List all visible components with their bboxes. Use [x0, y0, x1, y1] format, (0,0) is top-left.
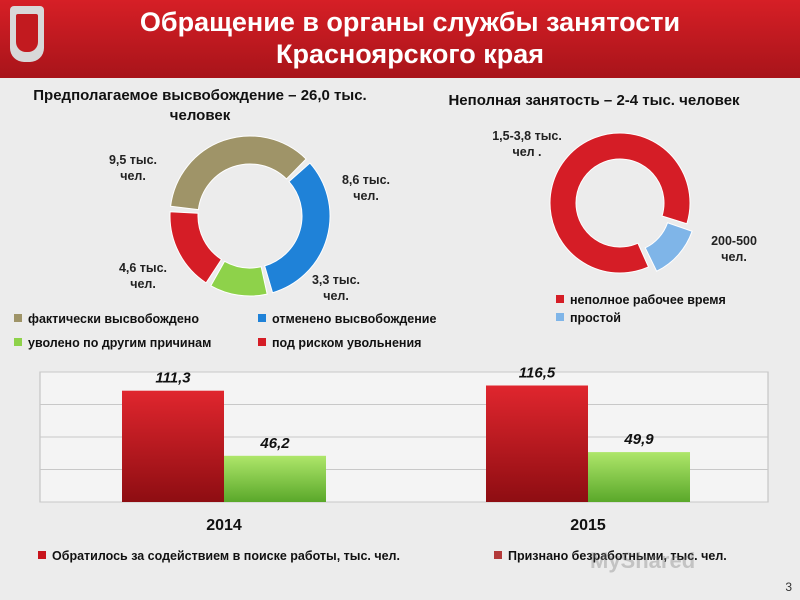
legend-label: неполное рабочее время [570, 293, 726, 307]
donut-slice-3 [169, 211, 223, 284]
watermark: MyShared [590, 548, 696, 573]
legend-item: фактически высвобождено [14, 312, 199, 326]
legend-label: отменено высвобождение [272, 312, 437, 326]
legend-label: Обратилось за содействием в поиске работ… [52, 549, 400, 563]
donut-slice-1 [264, 162, 331, 294]
category-label: 2014 [206, 517, 242, 534]
bar-value-label: 116,5 [519, 365, 556, 382]
title-line-2: Красноярского края [275, 39, 545, 69]
bar-value-label: 46,2 [259, 435, 290, 452]
legend-label: простой [570, 311, 621, 325]
donut1-label-green: 3,3 тыс. чел. [311, 273, 361, 303]
legend-swatch [14, 338, 22, 346]
bar-value-label: 111,3 [155, 370, 191, 387]
legend-item: неполное рабочее время [556, 293, 726, 307]
legend-swatch [556, 295, 564, 303]
legend-item: под риском увольнения [258, 336, 421, 350]
page-number: 3 [785, 580, 792, 594]
coat-of-arms-icon [10, 6, 44, 62]
header-banner: Обращение в органы службы занятости Крас… [0, 0, 800, 78]
title-line-1: Обращение в органы службы занятости [139, 7, 681, 37]
legend-item: отменено высвобождение [258, 312, 436, 326]
page-title: Обращение в органы службы занятости Крас… [60, 6, 760, 70]
legend-item: Признано безработными, тыс. чел. [494, 549, 727, 563]
bar-chart-applications: 111,3 46,2 2014 116,5 49,9 2015 [39, 365, 769, 534]
donut1-label-olive: 9,5 тыс. чел. [108, 153, 158, 183]
legend-label: фактически высвобождено [28, 312, 199, 326]
bar-2015-1 [588, 452, 690, 502]
legend-swatch [258, 338, 266, 346]
bar-2015-0 [486, 385, 588, 502]
donut-chart-part-time [549, 132, 693, 274]
legend-swatch [556, 313, 564, 321]
legend-item: простой [556, 311, 621, 325]
category-label: 2015 [570, 517, 606, 534]
donut-slice-0 [170, 135, 307, 211]
legend-swatch [38, 551, 46, 559]
chart1-title: Предполагаемое высвобождение – 26,0 тыс.… [33, 87, 367, 124]
donut1-label-blue: 8,6 тыс. чел. [341, 173, 391, 203]
legend-swatch [494, 551, 502, 559]
legend-label: уволено по другим причинам [28, 336, 212, 350]
legend-label: Признано безработными, тыс. чел. [508, 549, 727, 563]
legend-swatch [258, 314, 266, 322]
legend-item: уволено по другим причинам [14, 336, 211, 350]
donut-slice-2 [210, 260, 268, 297]
legend-label: под риском увольнения [272, 336, 422, 350]
donut-chart-release [169, 135, 331, 297]
legend-swatch [14, 314, 22, 322]
bar-2014-0 [122, 390, 224, 502]
legend-item: Обратилось за содействием в поиске работ… [38, 549, 400, 563]
bar-value-label: 49,9 [623, 431, 654, 448]
donut2-label-blue: 200-500 чел. [711, 234, 757, 264]
donut-slice-0 [549, 132, 691, 274]
donut2-label-red: 1,5-3,8 тыс. чел . [492, 129, 562, 159]
donut1-label-red: 4,6 тыс. чел. [118, 261, 168, 291]
donut-slice-1 [644, 222, 693, 272]
bar-2014-1 [224, 455, 326, 502]
chart2-title: Неполная занятость – 2-4 тыс. человек [448, 92, 740, 109]
